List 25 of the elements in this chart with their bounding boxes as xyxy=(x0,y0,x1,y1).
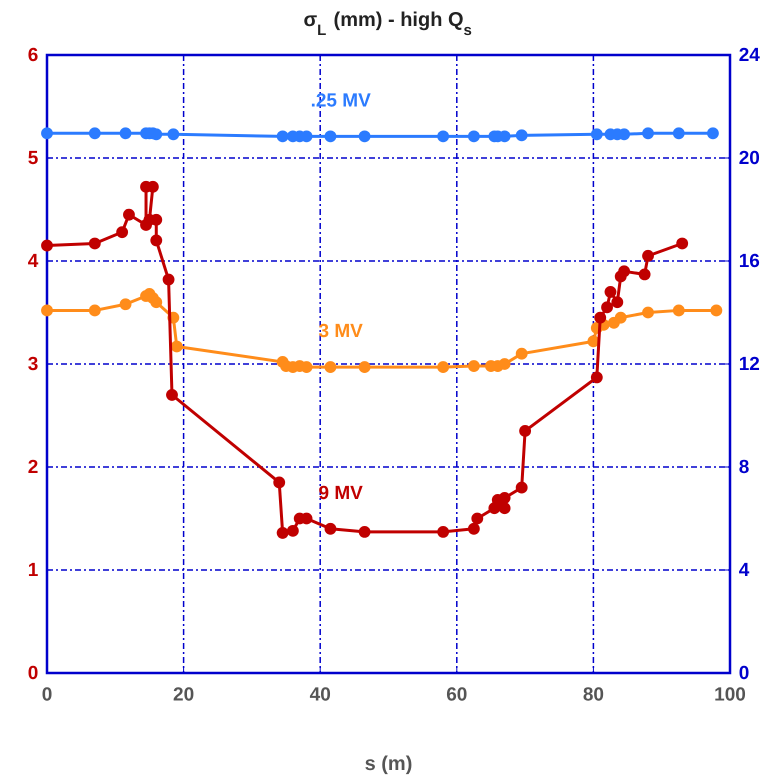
y2-tick-label: 24 xyxy=(738,45,760,66)
x-tick-label: 80 xyxy=(582,684,604,706)
y2-tick-label: 4 xyxy=(738,560,750,582)
y-tick-label: 0 xyxy=(28,663,38,684)
x-tick-label: 60 xyxy=(446,684,468,706)
series-label: 9 MV xyxy=(318,482,364,504)
x-tick-label: 0 xyxy=(42,684,52,706)
y-tick-label: 1 xyxy=(28,560,39,582)
x-tick-label: 100 xyxy=(714,684,746,706)
x-axis-title: s (m) xyxy=(364,753,412,775)
y-tick-label: 5 xyxy=(28,148,39,170)
y2-tick-label: 16 xyxy=(738,251,760,272)
x-tick-label: 40 xyxy=(310,684,331,706)
chart-title: σ$_{L}$ (mm) - high Q$_{s}$ xyxy=(303,9,472,38)
y-tick-label: 2 xyxy=(28,457,38,478)
series-label: .25 MV xyxy=(310,90,372,112)
y2-tick-label: 0 xyxy=(738,663,750,684)
y-tick-label: 3 xyxy=(28,354,38,376)
y2-tick-label: 8 xyxy=(738,457,750,478)
x-tick-label: 20 xyxy=(173,684,194,706)
y2-tick-label: 20 xyxy=(738,148,760,170)
y2-tick-label: 12 xyxy=(738,354,760,376)
y-tick-label: 6 xyxy=(28,45,38,66)
y-tick-label: 4 xyxy=(28,251,39,272)
series-label: 3 MV xyxy=(318,321,364,342)
